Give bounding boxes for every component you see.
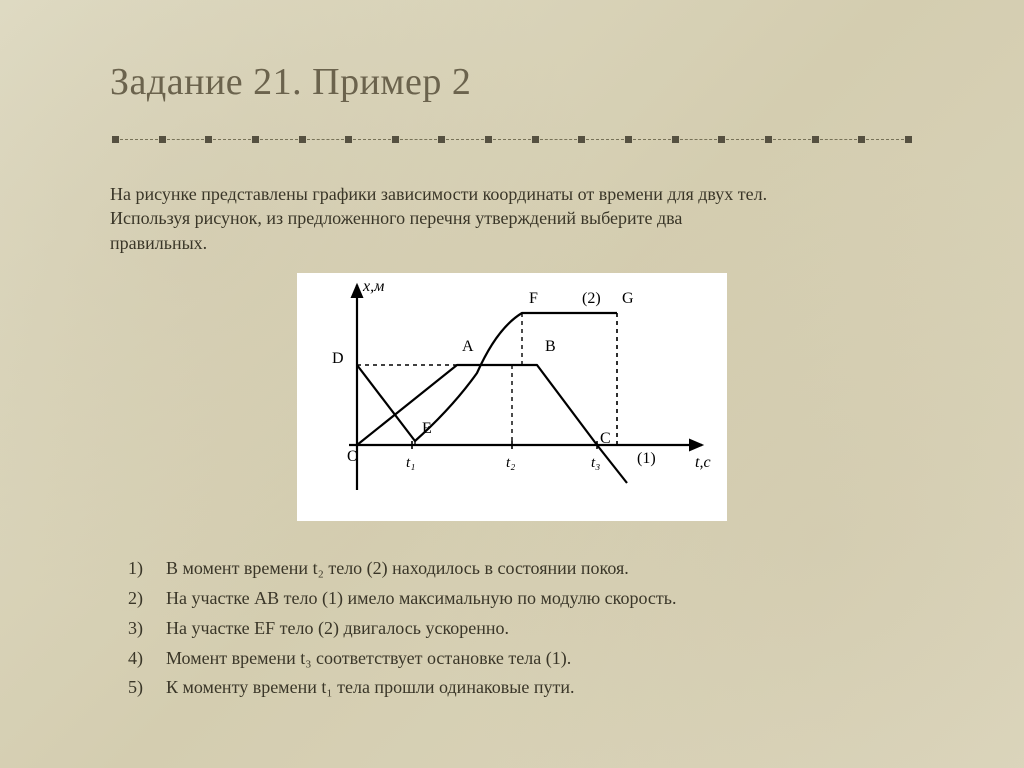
svg-text:t₁: t₁ [406,455,415,471]
page-title: Задание 21. Пример 2 [110,60,914,104]
svg-text:x,м: x,м [362,278,384,295]
svg-text:t₂: t₂ [506,455,515,471]
intro-text: На рисунке представлены графики зависимо… [110,182,914,255]
svg-text:D: D [332,350,344,367]
svg-text:F: F [529,290,538,307]
answer-item: 2)На участке АВ тело (1) имело максималь… [110,585,914,613]
svg-text:A: A [462,338,474,355]
svg-text:(1): (1) [637,450,656,467]
intro-line: На рисунке представлены графики зависимо… [110,184,767,204]
svg-text:C: C [600,430,611,447]
answer-item: 1)В момент времени t₂ тело (2) находилос… [110,555,914,583]
svg-text:B: B [545,338,556,355]
svg-text:O: O [347,448,359,465]
svg-text:t₃: t₃ [591,455,600,471]
answer-item: 5)К моменту времени t₁ тела прошли одина… [110,674,914,702]
svg-text:G: G [622,290,634,307]
intro-line: Используя рисунок, из предложенного пере… [110,208,682,228]
svg-text:(2): (2) [582,290,601,307]
answer-item: 3)На участке EF тело (2) двигалось ускор… [110,615,914,643]
answers-list: 1)В момент времени t₂ тело (2) находилос… [110,555,914,702]
answer-item: 4)Момент времени t₃ соответствует остано… [110,645,914,673]
intro-line: правильных. [110,233,207,253]
svg-text:E: E [422,420,432,437]
svg-text:t,с: t,с [695,454,711,471]
divider [110,132,914,146]
coordinate-time-chart: x,м t,с t₁ t₂ t₃ A B C D E F G (1) (2) O [297,273,727,521]
